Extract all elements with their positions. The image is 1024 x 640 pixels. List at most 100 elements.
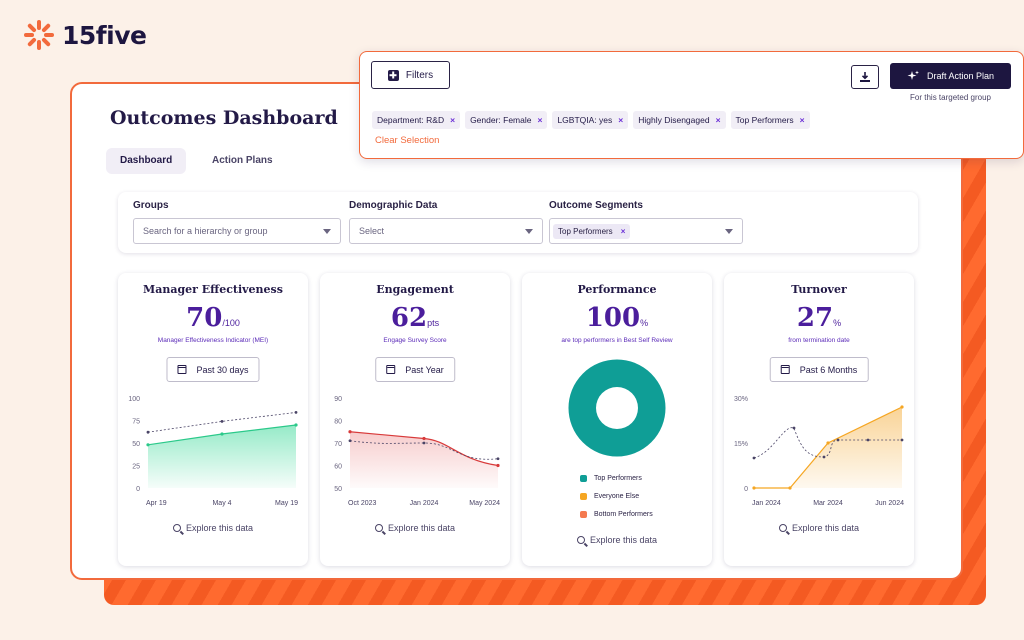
chart-turnover: 30% 15% 0 Jan 2024 Mar 2024 Jun 2024 bbox=[734, 396, 904, 507]
remove-icon[interactable]: × bbox=[620, 226, 626, 236]
filter-chip[interactable]: Gender: Female × bbox=[465, 111, 548, 129]
segment-chip[interactable]: Top Performers × bbox=[553, 223, 631, 239]
date-range-button[interactable]: Past 30 days bbox=[166, 357, 260, 382]
demographic-label: Demographic Data bbox=[349, 200, 438, 211]
data-point bbox=[496, 463, 500, 468]
metric-unit: % bbox=[640, 318, 649, 328]
draft-label: Draft Action Plan bbox=[926, 71, 995, 81]
explore-link[interactable]: Explore this data bbox=[118, 523, 308, 533]
comparison-line bbox=[349, 440, 499, 460]
metric-unit: % bbox=[833, 318, 842, 328]
groups-label: Groups bbox=[133, 200, 169, 211]
legend-swatch bbox=[580, 510, 587, 518]
x-tick-label: Oct 2023 bbox=[348, 500, 377, 507]
metric-unit: pts bbox=[427, 318, 440, 328]
tab-dashboard[interactable]: Dashboard bbox=[106, 148, 187, 174]
chevron-down-icon bbox=[323, 229, 331, 234]
metric-unit: /100 bbox=[222, 318, 240, 328]
y-tick-label: 50 bbox=[334, 486, 342, 493]
chevron-down-icon bbox=[725, 229, 733, 234]
comparison-point bbox=[220, 420, 224, 423]
card-title: Manager Effectiveness bbox=[143, 283, 283, 296]
metric-subtitle: from termination date bbox=[788, 337, 850, 344]
explore-label: Explore this data bbox=[185, 523, 254, 533]
x-tick-label: Jun 2024 bbox=[875, 500, 904, 507]
draft-action-plan-button[interactable]: Draft Action Plan bbox=[890, 63, 1011, 89]
chart-engagement: 90 80 70 60 50 Oct 2023 Jan 2024 May 2024 bbox=[334, 396, 500, 507]
filter-chip[interactable]: Top Performers × bbox=[730, 111, 810, 129]
data-point bbox=[294, 423, 298, 427]
data-point bbox=[752, 486, 756, 490]
dashboard-window: Outcomes Dashboard Dashboard Action Plan… bbox=[70, 82, 963, 580]
filter-chip[interactable]: LGBTQIA: yes × bbox=[552, 111, 629, 129]
explore-link[interactable]: Explore this data bbox=[320, 523, 510, 533]
segment-chip-label: Top Performers bbox=[558, 226, 613, 236]
remove-icon[interactable]: × bbox=[715, 115, 721, 125]
y-tick-label: 80 bbox=[334, 419, 342, 426]
metric-value: 70/100 bbox=[118, 303, 308, 333]
explore-label: Explore this data bbox=[387, 523, 456, 533]
x-tick-label: May 2024 bbox=[469, 500, 500, 507]
filters-button[interactable]: Filters bbox=[371, 61, 450, 89]
search-icon bbox=[778, 524, 787, 532]
segments-label: Outcome Segments bbox=[549, 200, 643, 211]
date-range-label: Past Year bbox=[405, 364, 444, 375]
calendar-icon bbox=[780, 365, 790, 374]
chart-manager-effectiveness: 100 75 50 25 0 Apr 19 May 4 May 19 bbox=[128, 396, 298, 507]
explore-link[interactable]: Explore this data bbox=[724, 523, 914, 533]
page-title: Outcomes Dashboard bbox=[110, 107, 338, 129]
calendar-icon bbox=[177, 365, 187, 374]
data-point bbox=[900, 405, 904, 409]
card-title: Turnover bbox=[791, 283, 847, 296]
date-range-button[interactable]: Past 6 Months bbox=[769, 357, 869, 382]
remove-icon[interactable]: × bbox=[618, 115, 624, 125]
chip-label: Department: R&D bbox=[377, 115, 445, 125]
donut-hole bbox=[596, 387, 638, 429]
explore-link[interactable]: Explore this data bbox=[522, 535, 712, 545]
draft-subtitle: For this targeted group bbox=[910, 93, 991, 102]
filter-chip[interactable]: Department: R&D × bbox=[372, 111, 461, 129]
data-point bbox=[826, 441, 830, 445]
area-fill bbox=[148, 425, 296, 488]
legend-swatch bbox=[580, 474, 587, 482]
y-tick-label: 0 bbox=[136, 486, 140, 493]
chart-legend: Top Performers Everyone Else Bottom Perf… bbox=[580, 469, 653, 523]
card-engagement: Engagement 62pts Engage Survey Score Pas… bbox=[320, 273, 510, 566]
comparison-point bbox=[822, 455, 826, 459]
y-tick-label: 90 bbox=[334, 396, 342, 403]
demographic-select[interactable]: Select bbox=[349, 218, 543, 244]
download-button[interactable] bbox=[851, 65, 879, 89]
chip-label: Highly Disengaged bbox=[638, 115, 710, 125]
clear-selection-link[interactable]: Clear Selection bbox=[375, 135, 440, 146]
calendar-icon bbox=[386, 365, 396, 374]
comparison-point bbox=[836, 438, 840, 442]
card-title: Engagement bbox=[376, 283, 454, 296]
date-range-button[interactable]: Past Year bbox=[375, 357, 455, 382]
brand-logo: 15five bbox=[22, 18, 147, 52]
remove-icon[interactable]: × bbox=[450, 115, 456, 125]
tab-action-plans[interactable]: Action Plans bbox=[212, 155, 273, 166]
metric-number: 62 bbox=[390, 303, 428, 333]
y-tick-label: 100 bbox=[128, 396, 140, 403]
comparison-line bbox=[753, 427, 902, 459]
segments-select[interactable]: Top Performers × bbox=[549, 218, 743, 244]
metric-value: 27% bbox=[724, 303, 914, 333]
legend-swatch bbox=[580, 492, 587, 500]
legend-item: Top Performers bbox=[580, 469, 653, 487]
legend-item: Bottom Performers bbox=[580, 505, 653, 523]
data-point bbox=[348, 430, 352, 434]
filter-chips: Department: R&D × Gender: Female × LGBTQIA… bbox=[372, 111, 810, 129]
comparison-point bbox=[866, 438, 870, 442]
groups-select[interactable]: Search for a hierarchy or group bbox=[133, 218, 341, 244]
metric-value: 62pts bbox=[320, 303, 510, 333]
y-tick-label: 75 bbox=[132, 419, 140, 426]
chip-label: Top Performers bbox=[735, 115, 794, 125]
search-icon bbox=[576, 536, 585, 544]
legend-label: Everyone Else bbox=[594, 492, 640, 500]
remove-icon[interactable]: × bbox=[537, 115, 543, 125]
filter-bar: Groups Search for a hierarchy or group D… bbox=[118, 192, 918, 253]
remove-icon[interactable]: × bbox=[799, 115, 805, 125]
date-range-label: Past 30 days bbox=[196, 364, 249, 375]
filter-chip[interactable]: Highly Disengaged × bbox=[633, 111, 726, 129]
y-tick-label: 70 bbox=[334, 441, 342, 448]
